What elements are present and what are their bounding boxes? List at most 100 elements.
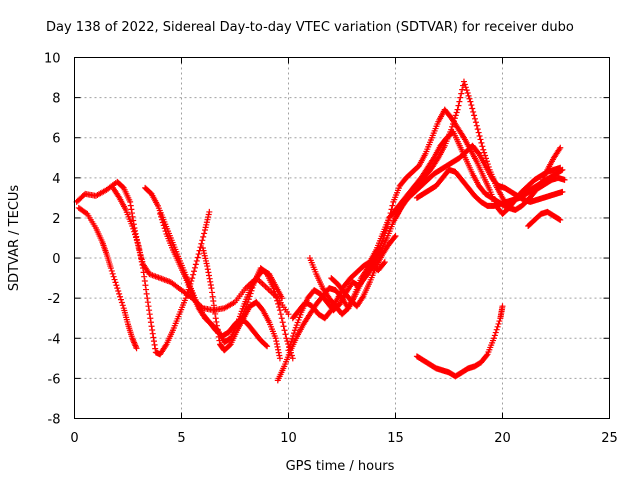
- data-point: [136, 249, 143, 256]
- plot-frame: [74, 57, 610, 419]
- data-point: [191, 264, 198, 271]
- data-point: [182, 295, 189, 302]
- x-tick-label: 0: [70, 431, 78, 446]
- data-point: [149, 330, 156, 337]
- data-point: [205, 269, 212, 276]
- data-point: [183, 292, 190, 299]
- data-point: [276, 352, 283, 359]
- data-point: [150, 338, 157, 345]
- data-point: [482, 152, 489, 159]
- data-point: [478, 139, 485, 146]
- data-point: [468, 102, 475, 109]
- data-point: [109, 270, 116, 277]
- data-point: [449, 120, 456, 127]
- data-point: [483, 352, 490, 359]
- data-point: [275, 346, 282, 353]
- data-point: [107, 265, 114, 272]
- data-point: [137, 252, 144, 259]
- data-point: [117, 296, 124, 303]
- data-point: [113, 282, 120, 289]
- data-point: [136, 246, 143, 253]
- data-point: [381, 259, 388, 266]
- grid-lines: [74, 57, 610, 419]
- data-point: [162, 228, 169, 235]
- data-point: [158, 216, 165, 223]
- x-tick-label: 20: [494, 431, 511, 446]
- data-point: [130, 225, 137, 232]
- data-point: [146, 307, 153, 314]
- data-point: [463, 87, 470, 94]
- data-point: [278, 315, 285, 322]
- data-point: [492, 329, 499, 336]
- data-point: [213, 318, 220, 325]
- data-point: [285, 347, 292, 354]
- data-point: [453, 109, 460, 116]
- data-point: [461, 81, 468, 88]
- data-point: [474, 126, 481, 133]
- data-point: [212, 315, 219, 322]
- data-point: [190, 271, 197, 278]
- data-point: [211, 306, 218, 313]
- series-track-12: [413, 166, 568, 209]
- data-point: [245, 296, 252, 303]
- data-point: [275, 300, 282, 307]
- data-point: [264, 343, 271, 350]
- data-point: [288, 338, 295, 345]
- data-point: [204, 266, 211, 273]
- series-track-13: [525, 208, 564, 229]
- data-point: [286, 344, 293, 351]
- axis-ticks: 0 5 10 15 20 25 -8 -6 -4 -2 0 2 4 6 8 10: [44, 52, 618, 447]
- data-point: [138, 255, 145, 262]
- data-point: [454, 106, 461, 113]
- data-point: [479, 143, 486, 150]
- data-point: [491, 332, 498, 339]
- data-point: [110, 273, 117, 280]
- data-point: [147, 315, 154, 322]
- data-point: [473, 122, 480, 129]
- data-point: [142, 282, 149, 289]
- data-point: [273, 341, 280, 348]
- data-point: [481, 149, 488, 156]
- data-point: [115, 288, 122, 295]
- data-point: [160, 222, 167, 229]
- data-point: [465, 92, 472, 99]
- data-point: [130, 217, 137, 224]
- data-point: [198, 240, 205, 247]
- data-point: [206, 275, 213, 282]
- data-point: [477, 136, 484, 143]
- data-point: [148, 323, 155, 330]
- data-point: [466, 95, 473, 102]
- data-point: [287, 341, 294, 348]
- data-point: [470, 108, 477, 115]
- series-track-8: [274, 106, 564, 384]
- data-point: [279, 295, 286, 302]
- series-track-3: [110, 184, 213, 358]
- data-point: [457, 94, 464, 101]
- data-point: [214, 326, 221, 333]
- data-point: [200, 233, 207, 240]
- data-point: [456, 98, 463, 105]
- data-point: [272, 291, 279, 298]
- data-point: [263, 342, 270, 349]
- y-tick-label: -4: [48, 332, 61, 347]
- data-point: [471, 115, 478, 122]
- data-point: [273, 338, 280, 345]
- data-point: [216, 337, 223, 344]
- data-point: [127, 202, 134, 209]
- data-point: [111, 276, 118, 283]
- y-tick-label: 0: [52, 252, 60, 267]
- data-point: [490, 335, 497, 342]
- data-point: [559, 188, 566, 195]
- data-point: [119, 302, 126, 309]
- data-point: [247, 290, 254, 297]
- data-point: [471, 112, 478, 119]
- data-point: [212, 310, 219, 317]
- data-point: [273, 294, 280, 301]
- y-tick-label: 4: [52, 172, 60, 187]
- data-point: [208, 285, 215, 292]
- data-point: [144, 295, 151, 302]
- data-point: [272, 335, 279, 342]
- data-point: [114, 285, 121, 292]
- data-point: [464, 90, 471, 97]
